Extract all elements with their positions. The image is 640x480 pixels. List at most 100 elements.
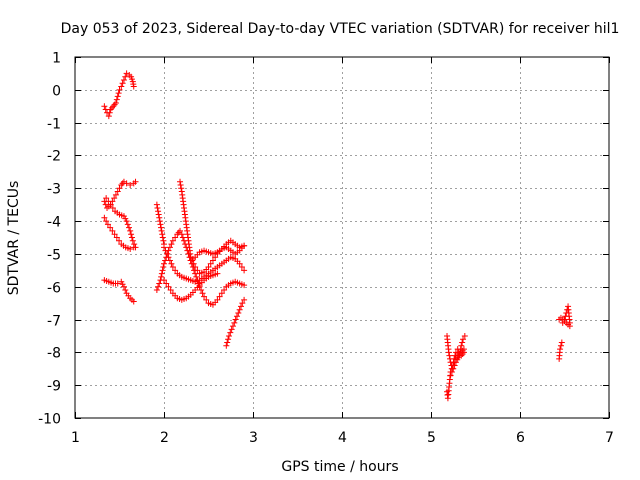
data-point-marker — [122, 287, 129, 294]
data-point-marker — [103, 218, 110, 225]
data-point-marker — [158, 273, 165, 280]
series-track-19 — [559, 303, 573, 326]
data-point-marker — [129, 237, 136, 244]
y-tick-label: 1 — [52, 51, 61, 67]
series-track-8 — [161, 244, 248, 285]
series-track-6 — [153, 201, 167, 248]
data-point-marker — [115, 90, 122, 97]
data-point-marker — [205, 264, 212, 271]
y-tick-label: -1 — [47, 117, 61, 133]
data-point-marker — [228, 326, 235, 333]
series-track-1 — [101, 70, 137, 120]
data-point-marker — [127, 227, 134, 234]
data-point-marker — [112, 191, 119, 198]
data-point-marker — [112, 99, 119, 106]
data-point-marker — [105, 198, 112, 205]
data-point-marker — [125, 224, 132, 231]
series-track-4 — [101, 214, 137, 252]
data-point-marker — [130, 83, 137, 90]
data-point-marker — [450, 365, 457, 372]
data-point-marker — [236, 260, 243, 267]
series-track-16 — [447, 349, 467, 379]
data-point-marker — [241, 282, 248, 289]
data-point-marker — [557, 342, 564, 349]
data-point-marker — [109, 204, 116, 211]
data-point-marker — [214, 270, 221, 277]
data-point-marker — [172, 267, 179, 274]
data-point-marker — [114, 188, 121, 195]
series-track-10 — [161, 270, 221, 303]
data-point-marker — [155, 208, 162, 215]
data-point-marker — [128, 231, 135, 238]
data-point-marker — [229, 323, 236, 330]
data-point-marker — [161, 260, 167, 267]
data-point-marker — [194, 267, 201, 274]
y-tick-label: -5 — [47, 248, 61, 264]
data-point-marker — [162, 247, 169, 254]
data-point-marker — [127, 245, 134, 252]
data-point-marker — [177, 181, 184, 188]
x-tick-label: 7 — [605, 430, 614, 446]
data-point-marker — [216, 293, 223, 300]
data-point-marker — [130, 244, 137, 251]
data-point-marker — [107, 201, 114, 208]
data-point-marker — [190, 260, 197, 267]
data-point-marker — [224, 339, 231, 346]
y-tick-label: -8 — [47, 346, 61, 362]
data-point-marker — [161, 244, 167, 251]
data-point-marker — [225, 332, 232, 339]
data-point-marker — [558, 339, 565, 346]
data-point-marker — [109, 227, 116, 234]
data-point-marker — [118, 83, 125, 90]
x-tick-labels: 1 2 3 4 5 6 7 — [71, 430, 614, 446]
data-point-marker — [177, 178, 184, 185]
data-point-marker — [153, 201, 160, 208]
data-point-marker — [201, 293, 208, 300]
data-point-marker — [233, 313, 240, 320]
data-point-marker — [120, 283, 127, 290]
data-point-marker — [458, 342, 465, 349]
data-point-marker — [159, 267, 166, 274]
series-track-11 — [177, 178, 248, 277]
data-point-marker — [460, 336, 467, 343]
x-tick-label: 1 — [71, 430, 80, 446]
data-point-marker — [241, 242, 248, 249]
data-point-marker — [120, 76, 127, 83]
data-point-marker — [451, 362, 458, 369]
data-point-marker — [116, 86, 123, 93]
series-track-2 — [101, 178, 139, 211]
data-point-marker — [238, 264, 245, 271]
data-point-marker — [155, 211, 162, 218]
data-point-marker — [214, 296, 221, 303]
data-point-marker — [114, 93, 121, 100]
data-point-marker — [163, 280, 170, 287]
x-axis-label: GPS time / hours — [281, 459, 398, 475]
data-point-marker — [241, 296, 248, 303]
data-point-marker — [101, 103, 108, 110]
data-point-marker — [127, 181, 134, 188]
data-point-marker — [459, 339, 466, 346]
data-point-marker — [105, 113, 112, 120]
series-track-12 — [187, 237, 248, 264]
data-point-marker — [192, 264, 199, 271]
data-point-marker — [163, 250, 170, 257]
data-point-marker — [237, 303, 244, 310]
data-point-marker — [124, 221, 131, 228]
data-point-marker — [445, 349, 452, 356]
data-point-marker — [116, 237, 123, 244]
data-point-marker — [169, 237, 176, 244]
data-point-marker — [566, 319, 573, 326]
data-point-marker — [111, 231, 118, 238]
data-point-marker — [446, 352, 453, 359]
data-point-marker — [160, 264, 167, 271]
grid-lines — [75, 57, 609, 418]
y-tick-label: -9 — [47, 379, 61, 395]
data-point-marker — [166, 257, 173, 264]
data-points — [101, 70, 573, 402]
y-axis-label: SDTVAR / TECUs — [6, 181, 22, 296]
data-point-marker — [239, 300, 246, 307]
y-tick-label: -3 — [47, 182, 61, 198]
x-tick-label: 4 — [338, 430, 347, 446]
data-point-marker — [104, 221, 111, 228]
